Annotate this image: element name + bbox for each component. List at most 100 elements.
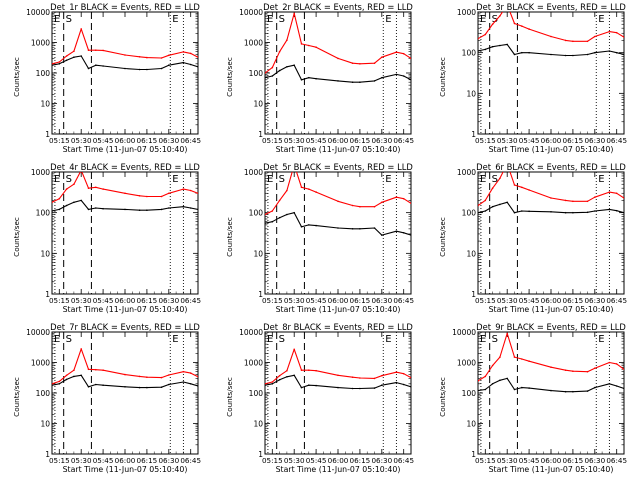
data-point-events — [564, 211, 567, 214]
data-point-events — [138, 68, 141, 71]
y-tick-label: 1 — [258, 290, 263, 299]
x-tick-label: 06:00 — [328, 296, 349, 305]
x-tick-label: 05:30 — [284, 296, 305, 305]
data-point-lld — [278, 50, 281, 53]
data-point-lld — [80, 28, 82, 30]
region-label: S — [279, 334, 285, 345]
data-point-lld — [52, 383, 53, 385]
data-point-events — [623, 53, 624, 56]
data-point-lld — [65, 374, 68, 377]
x-tick-label: 06:45 — [393, 136, 414, 145]
data-point-lld — [52, 63, 53, 65]
data-point-events — [300, 79, 303, 81]
series-group — [52, 348, 198, 389]
y-tick-label: 10 — [253, 420, 263, 429]
data-point-events — [95, 207, 97, 209]
data-point-events — [271, 220, 274, 223]
data-point-events — [337, 227, 339, 229]
data-point-lld — [550, 197, 552, 199]
data-point-events — [58, 383, 61, 385]
data-point-lld — [351, 62, 354, 64]
panel-title: Det_5r BLACK = Events, RED = LLD — [263, 162, 413, 172]
x-tick-label: 05:15 — [49, 296, 70, 305]
x-tick-label: 05:30 — [497, 296, 518, 305]
panel-det-7r: Det_7r BLACK = Events, RED = LLD 1 10 100 10… — [12, 322, 201, 474]
x-tick-label: 05:15 — [475, 296, 496, 305]
region-label: E — [172, 14, 178, 25]
x-tick-label: 05:30 — [71, 136, 92, 145]
data-point-lld — [138, 375, 141, 378]
data-point-lld — [550, 366, 552, 369]
data-point-lld — [160, 376, 163, 379]
panel-det-9r: Det_9r BLACK = Events, RED = LLD 1 10 100 10… — [438, 322, 627, 474]
data-point-events — [359, 81, 361, 83]
data-point-events — [478, 211, 479, 214]
x-tick-label: 06:45 — [180, 296, 201, 305]
series-group — [52, 28, 198, 71]
x-tick-label: 06:00 — [541, 296, 562, 305]
y-tick-label: 1 — [471, 290, 476, 299]
data-point-events — [87, 67, 90, 70]
data-point-lld — [146, 376, 148, 379]
y-tick-label: 1000 — [31, 359, 50, 368]
series-line-events — [265, 64, 411, 83]
data-point-events — [52, 384, 53, 386]
x-tick-label: 05:45 — [93, 456, 114, 465]
data-point-lld — [73, 183, 75, 185]
data-point-events — [124, 386, 126, 388]
y-tick-label: 1 — [45, 450, 50, 459]
data-point-lld — [286, 39, 288, 41]
data-point-lld — [359, 205, 361, 208]
data-point-lld — [586, 200, 589, 203]
data-point-events — [484, 388, 487, 391]
panel-title: Det_6r BLACK = Events, RED = LLD — [476, 162, 626, 172]
plot-frame — [51, 331, 199, 455]
data-point-lld — [124, 192, 126, 195]
data-point-events — [381, 234, 383, 236]
panel-det-8r: Det_8r BLACK = Events, RED = LLD 1 10 100 10… — [225, 322, 414, 474]
x-tick-label: 05:30 — [284, 136, 305, 145]
y-tick-label: 1000 — [457, 359, 476, 368]
series-line-lld — [265, 348, 411, 385]
region-label: E — [267, 14, 273, 25]
series-line-lld — [52, 28, 198, 65]
region-label: E — [54, 334, 60, 345]
data-point-lld — [315, 46, 317, 48]
series-group — [265, 12, 411, 83]
x-tick-label: 05:15 — [262, 136, 283, 145]
data-point-events — [491, 383, 494, 385]
data-point-lld — [124, 54, 126, 56]
x-tick-label: 06:00 — [328, 456, 349, 465]
data-point-lld — [478, 380, 479, 382]
x-tick-label: 06:45 — [606, 456, 627, 465]
panel-det-6r: Det_6r BLACK = Events, RED = LLD 1 10 100 10… — [438, 162, 627, 314]
region-label: S — [66, 174, 72, 185]
data-point-events — [381, 76, 383, 79]
data-point-lld — [484, 375, 487, 378]
data-point-lld — [197, 376, 198, 378]
x-tick-label: 05:30 — [71, 456, 92, 465]
data-point-events — [410, 79, 411, 81]
panel-det-1r: Det_1r BLACK = Events, RED = LLD 1 10 100 10… — [12, 2, 201, 154]
region-label: E — [54, 14, 60, 25]
data-point-lld — [58, 197, 61, 200]
y-tick-label: 1000 — [457, 8, 476, 17]
x-tick-label: 05:15 — [262, 296, 283, 305]
data-point-events — [615, 51, 618, 54]
data-point-events — [271, 383, 274, 385]
series-group — [478, 332, 624, 393]
region-label: E — [172, 334, 178, 345]
data-point-events — [586, 211, 589, 214]
data-point-events — [278, 379, 281, 381]
x-tick-label: 06:15 — [350, 296, 371, 305]
data-point-events — [528, 51, 530, 54]
series-line-lld — [478, 172, 624, 206]
data-point-events — [608, 208, 611, 211]
data-point-events — [160, 386, 163, 389]
region-label: E — [172, 174, 178, 185]
plot-frame — [51, 171, 199, 295]
data-point-lld — [373, 62, 376, 64]
data-point-lld — [271, 66, 274, 69]
y-axis-title: Counts/sec — [225, 377, 234, 417]
data-point-events — [52, 210, 53, 212]
